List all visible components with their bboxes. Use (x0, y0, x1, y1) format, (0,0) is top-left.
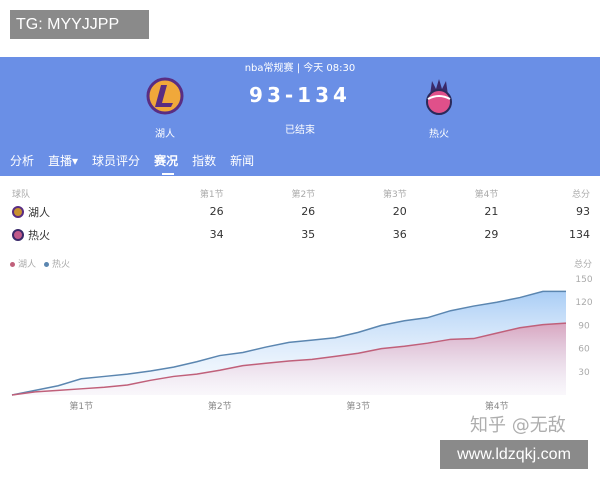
q4-score: 21 (484, 205, 499, 218)
q2-score: 35 (301, 228, 316, 241)
total-score: 93 (575, 205, 590, 218)
heat-icon (12, 228, 24, 241)
lakers-icon (12, 205, 24, 218)
y-tick-label: 30 (578, 368, 590, 378)
legend-lakers[interactable]: 湖人 (10, 257, 36, 270)
game-header: nba常规赛 | 今天 08:30 湖人 93-134 已结束 热火 分析 直播… (0, 57, 600, 176)
lakers-logo (146, 77, 184, 115)
quarter-score-table: 球队 第1节 第2节 第3节 第4节 总分 湖人 26 26 20 21 93 … (12, 186, 590, 246)
team-name: 湖人 (28, 205, 50, 219)
x-tick-label: 第2节 (208, 400, 232, 412)
game-score: 93-134 (249, 83, 351, 107)
x-tick-label: 第3节 (346, 400, 370, 412)
watermark-top: TG: MYYJJPP (10, 10, 149, 39)
tab-game-status[interactable]: 赛况 (154, 154, 179, 175)
table-header: 球队 第1节 第2节 第3节 第4节 总分 (12, 186, 590, 200)
y-tick-label: 120 (575, 298, 592, 308)
tab-bar: 分析 直播▾ 球员评分 赛况 指数 新闻 (10, 152, 255, 175)
table-row: 热火 34 35 36 29 134 (12, 223, 590, 246)
chart-legend: 湖人 热火 (10, 257, 70, 270)
zhihu-watermark: 知乎 @无敌 (470, 415, 566, 436)
legend-heat[interactable]: 热火 (44, 257, 70, 270)
header-q2: 第2节 (291, 189, 316, 200)
q1-score: 26 (209, 205, 224, 218)
header-q1: 第1节 (199, 189, 224, 200)
q1-score: 34 (209, 228, 224, 241)
team-name: 热火 (28, 228, 50, 242)
tab-odds[interactable]: 指数 (192, 154, 217, 168)
x-tick-label: 第1节 (69, 400, 93, 412)
total-score: 134 (568, 228, 590, 241)
header-q4: 第4节 (474, 189, 499, 200)
tab-player-ratings[interactable]: 球员评分 (92, 154, 141, 168)
game-meta: nba常规赛 | 今天 08:30 (244, 63, 356, 74)
tab-analysis[interactable]: 分析 (10, 154, 35, 168)
q3-score: 36 (392, 228, 407, 241)
q4-score: 29 (484, 228, 499, 241)
line-heat (11, 290, 566, 396)
line-lakers (11, 322, 567, 396)
tab-news[interactable]: 新闻 (230, 154, 255, 168)
x-tick-label: 第4节 (485, 400, 509, 412)
header-team: 球队 (12, 189, 31, 200)
y-tick-label: 90 (578, 321, 590, 331)
header-q3: 第3节 (383, 189, 407, 200)
table-row: 湖人 26 26 20 21 93 (12, 200, 590, 223)
q2-score: 26 (301, 205, 316, 218)
header-total: 总分 (571, 189, 590, 200)
away-team[interactable]: 热火 (409, 77, 469, 140)
away-team-name: 热火 (429, 129, 449, 140)
watermark-bottom: www.ldzqkj.com (440, 440, 588, 469)
home-team-name: 湖人 (155, 129, 175, 140)
y-tick-label: 150 (575, 275, 592, 285)
y-tick-label: 60 (578, 345, 590, 355)
y-axis-label: 总分 (573, 260, 592, 270)
q3-score: 20 (392, 205, 407, 218)
home-team[interactable]: 湖人 (135, 77, 195, 140)
game-status: 已结束 (285, 125, 315, 136)
heat-logo (420, 77, 458, 115)
score-progress-chart: 30 60 90 120 150 第1节 第2节 第3节 第4节 (11, 275, 593, 412)
tab-live[interactable]: 直播▾ (48, 154, 79, 168)
area-lakers (12, 323, 566, 395)
